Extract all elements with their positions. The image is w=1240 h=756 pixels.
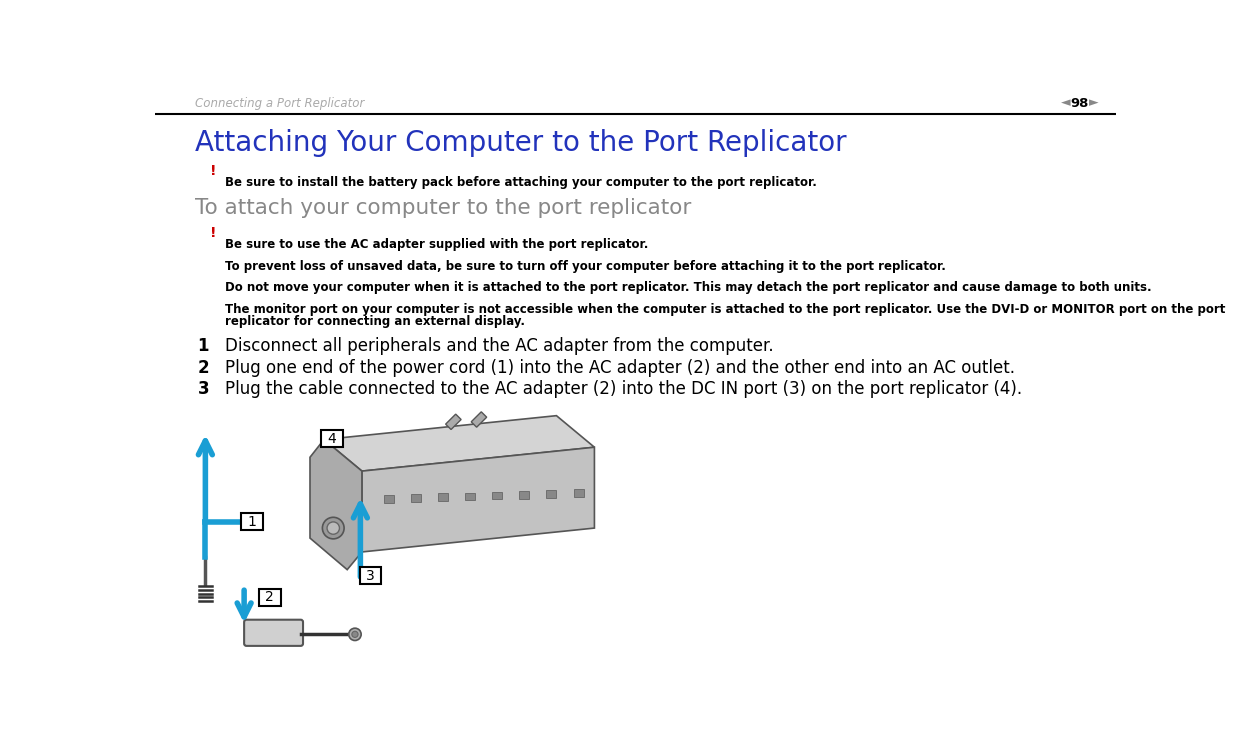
Bar — [321, 430, 342, 448]
Text: Plug one end of the power cord (1) into the AC adapter (2) and the other end int: Plug one end of the power cord (1) into … — [224, 359, 1014, 377]
Text: !: ! — [210, 164, 216, 178]
Circle shape — [348, 628, 361, 640]
FancyBboxPatch shape — [244, 620, 303, 646]
Text: To prevent loss of unsaved data, be sure to turn off your computer before attach: To prevent loss of unsaved data, be sure… — [224, 260, 946, 273]
Text: 2: 2 — [197, 359, 210, 377]
Text: 3: 3 — [197, 380, 210, 398]
Text: 98: 98 — [1070, 97, 1089, 110]
Text: ►: ► — [1089, 97, 1099, 110]
Text: ◄: ◄ — [1060, 97, 1070, 110]
Text: replicator for connecting an external display.: replicator for connecting an external di… — [224, 315, 525, 328]
Bar — [410, 494, 420, 502]
Circle shape — [327, 522, 340, 534]
Bar — [259, 589, 280, 606]
Text: 3: 3 — [366, 569, 374, 583]
Bar — [465, 493, 475, 500]
Bar — [520, 491, 529, 499]
Circle shape — [322, 517, 345, 539]
Text: 2: 2 — [265, 590, 274, 604]
Text: Do not move your computer when it is attached to the port replicator. This may d: Do not move your computer when it is att… — [224, 281, 1152, 294]
Text: The monitor port on your computer is not accessible when the computer is attache: The monitor port on your computer is not… — [224, 303, 1225, 316]
Bar — [573, 489, 584, 497]
Text: Disconnect all peripherals and the AC adapter from the computer.: Disconnect all peripherals and the AC ad… — [224, 337, 774, 355]
Text: Be sure to install the battery pack before attaching your computer to the port r: Be sure to install the battery pack befo… — [224, 176, 817, 189]
Bar — [438, 494, 448, 501]
Text: 4: 4 — [327, 432, 336, 446]
Polygon shape — [310, 439, 362, 570]
Polygon shape — [362, 448, 594, 552]
Text: To attach your computer to the port replicator: To attach your computer to the port repl… — [196, 198, 692, 218]
Bar — [383, 495, 394, 503]
Bar — [241, 513, 263, 531]
Bar — [547, 490, 557, 497]
Text: Plug the cable connected to the AC adapter (2) into the DC IN port (3) on the po: Plug the cable connected to the AC adapt… — [224, 380, 1022, 398]
Circle shape — [352, 631, 358, 637]
Polygon shape — [324, 416, 594, 471]
Bar — [360, 567, 382, 584]
Text: Connecting a Port Replicator: Connecting a Port Replicator — [196, 97, 365, 110]
Polygon shape — [471, 412, 486, 427]
Text: Be sure to use the AC adapter supplied with the port replicator.: Be sure to use the AC adapter supplied w… — [224, 238, 649, 251]
Polygon shape — [445, 414, 461, 429]
Bar — [492, 491, 502, 500]
Text: 1: 1 — [248, 515, 257, 529]
Text: Attaching Your Computer to the Port Replicator: Attaching Your Computer to the Port Repl… — [196, 129, 847, 157]
Text: 1: 1 — [197, 337, 210, 355]
Text: !: ! — [210, 226, 216, 240]
